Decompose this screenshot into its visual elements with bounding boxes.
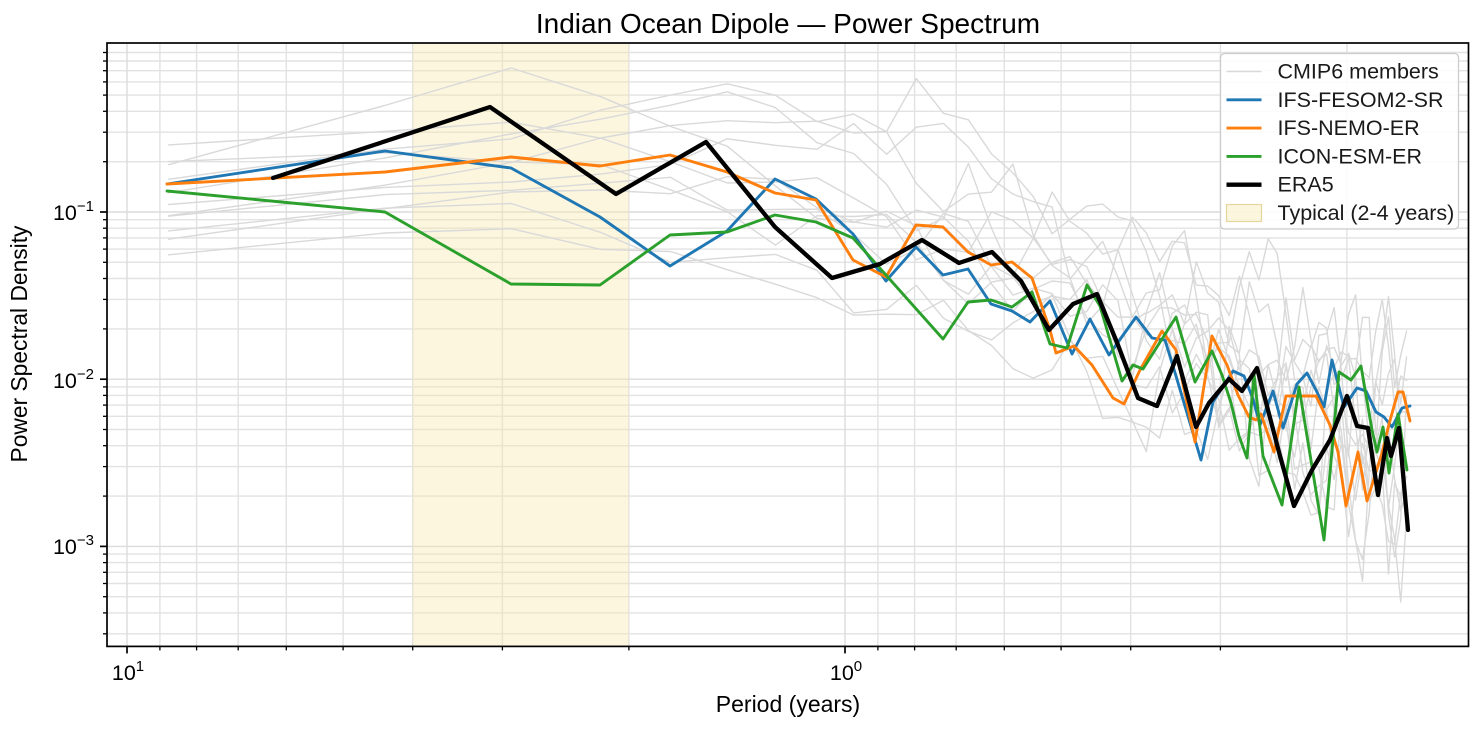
- svg-text:IFS-FESOM2-SR: IFS-FESOM2-SR: [1278, 88, 1444, 112]
- svg-text:Indian Ocean Dipole — Power Sp: Indian Ocean Dipole — Power Spectrum: [536, 8, 1040, 39]
- svg-text:IFS-NEMO-ER: IFS-NEMO-ER: [1278, 116, 1420, 140]
- svg-text:Typical (2-4 years): Typical (2-4 years): [1278, 201, 1455, 225]
- svg-text:101: 101: [112, 658, 144, 685]
- svg-text:CMIP6 members: CMIP6 members: [1278, 60, 1439, 84]
- svg-text:Period (years): Period (years): [716, 691, 860, 717]
- svg-text:10−3: 10−3: [53, 532, 94, 559]
- svg-text:ERA5: ERA5: [1278, 173, 1334, 197]
- svg-text:ICON-ESM-ER: ICON-ESM-ER: [1278, 144, 1423, 168]
- svg-text:Power Spectral Density: Power Spectral Density: [6, 225, 32, 463]
- svg-text:10−1: 10−1: [53, 198, 94, 225]
